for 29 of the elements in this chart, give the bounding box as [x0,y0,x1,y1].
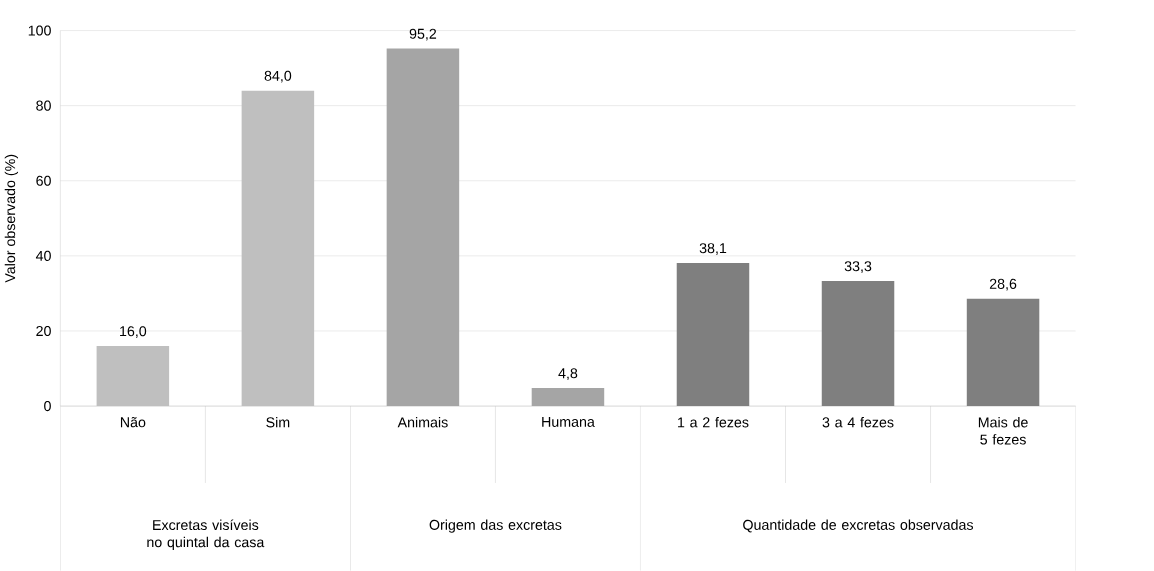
data-label: 95,2 [409,28,437,41]
bar [531,388,605,407]
bar [676,263,750,407]
x-tick-label: 3 a 4 fezes [822,416,894,428]
y-axis-title: Valor observado (%) [4,154,19,283]
bar [966,298,1040,407]
data-label: 28,6 [989,278,1017,291]
x-tick-label: 1 a 2 fezes [678,416,749,428]
y-tick-label: 100 [28,25,51,36]
x-tick-label: Humana [542,416,595,427]
bar [821,281,895,407]
data-label: 84,0 [264,70,292,83]
data-label: 4,8 [558,368,578,381]
y-tick-label: 0 [44,401,51,412]
y-tick-label: 20 [36,325,51,337]
x-tick-label: Mais de 5 fezes [978,416,1028,445]
data-label: 33,3 [844,261,872,273]
data-label: 16,0 [120,326,147,338]
bar [386,48,460,407]
y-tick-label: 60 [36,175,51,186]
x-tick-label: Não [120,416,146,428]
x-tick-label: Sim [266,416,290,428]
text: Origem das excretas [429,519,562,533]
text: Excretas visíveis no quintal da casa [147,519,265,551]
y-tick-label: 40 [35,250,51,261]
data-label: 38,1 [699,243,727,255]
x-tick-label: Animais [397,416,448,428]
text: Quantidade de excretas observadas [743,519,974,533]
y-tick-label: 80 [36,100,51,111]
